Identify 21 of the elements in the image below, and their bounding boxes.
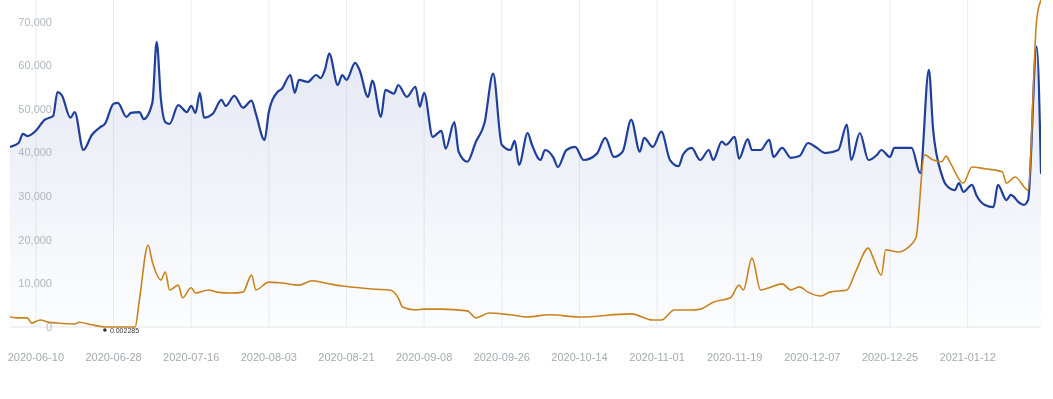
x-tick-label: 2020-07-16 [163,351,220,363]
x-tick-label: 2020-08-03 [240,351,297,363]
x-tick-label: 2020-10-14 [551,351,608,363]
x-tick-label: 2020-12-07 [784,351,841,363]
x-tick-label: 2020-06-28 [85,351,142,363]
x-tick-label: 2020-08-21 [318,351,375,363]
x-tick-label: 2020-11-19 [706,351,763,363]
y-tick-label: 40,000 [18,146,52,159]
x-tick-label: 2020-11-01 [629,351,685,363]
x-tick-label: 2020-12-25 [861,351,919,363]
y-tick-label: 20,000 [18,233,52,246]
y-tick-label: 10,000 [18,277,52,290]
x-tick-label: 2021-01-12 [939,351,996,363]
y-tick-label: 60,000 [18,59,52,72]
x-tick-label: 2020-09-08 [395,351,453,363]
y-tick-label: 0 [45,320,52,333]
y-tick-label: 70,000 [18,15,52,28]
y-tick-label: 30,000 [18,190,52,203]
x-tick-label: 2020-09-26 [473,351,530,363]
y-tick-label: 50,000 [18,102,52,115]
x-tick-label: 2020-06-10 [7,351,65,363]
